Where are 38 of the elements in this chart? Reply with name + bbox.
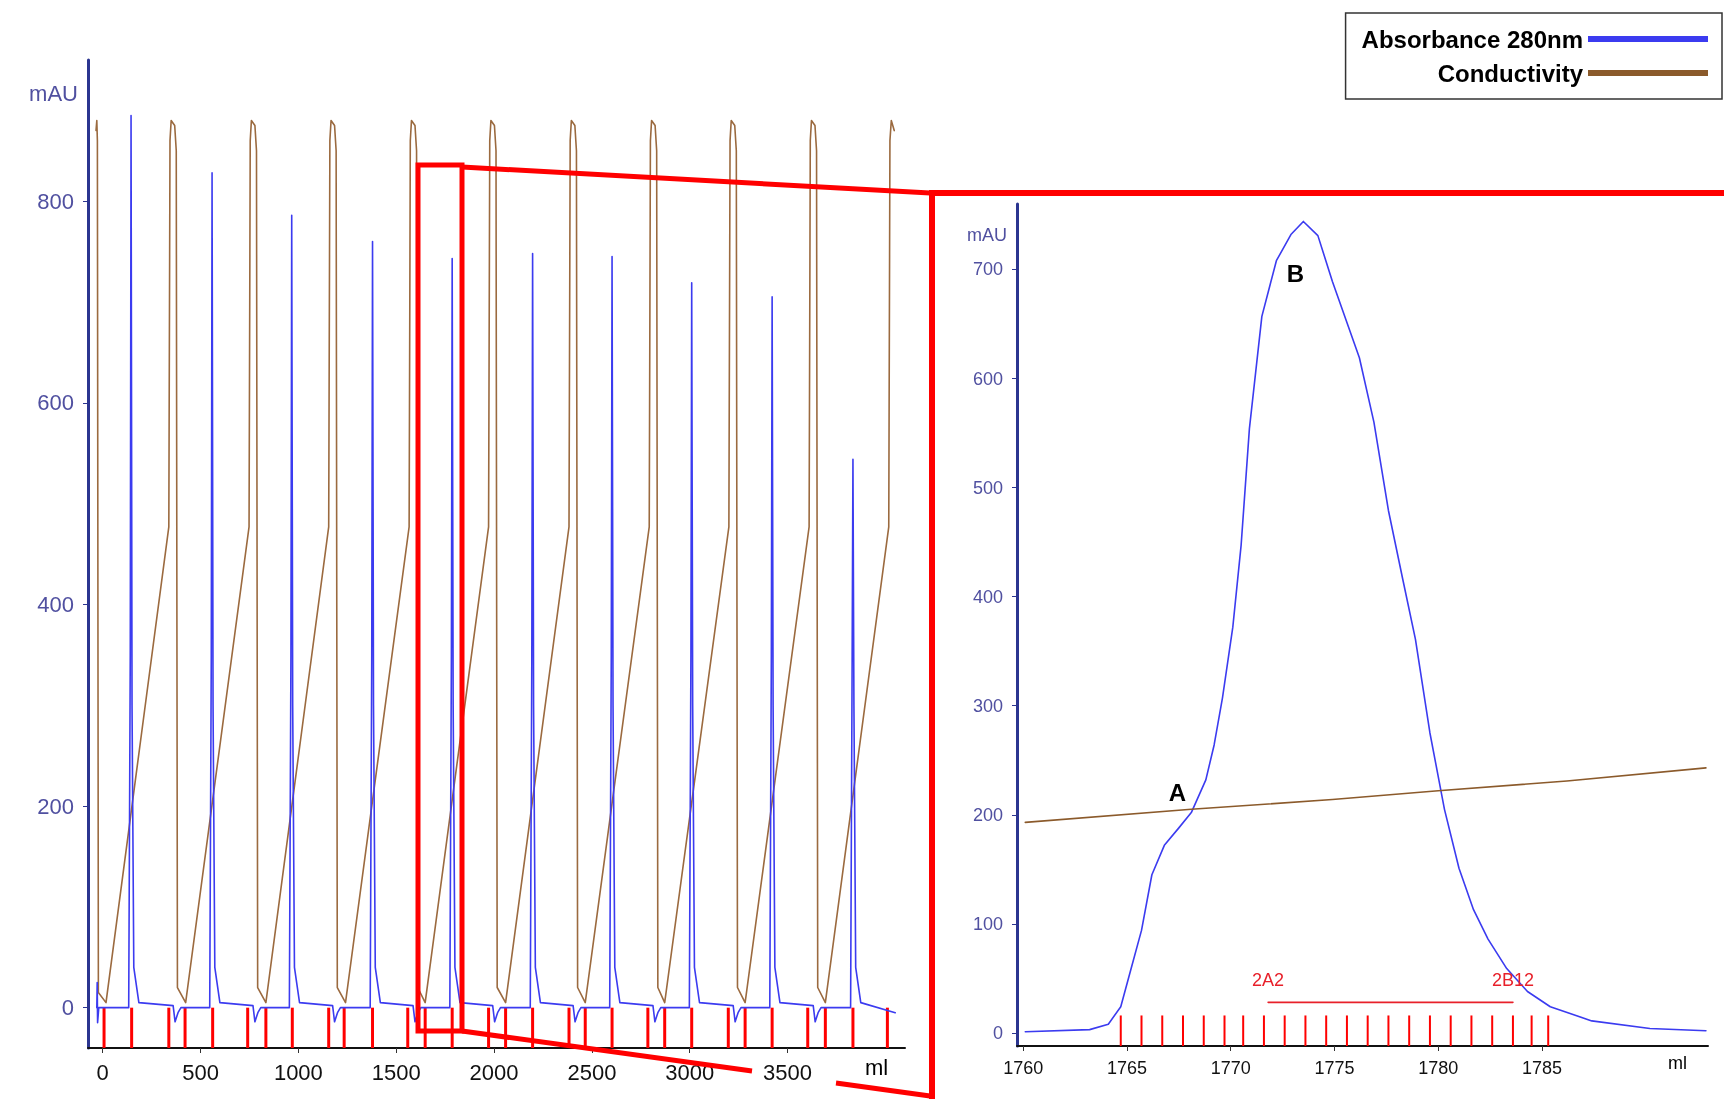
- x-tick-label: 2000: [469, 1059, 519, 1085]
- x-tick-label: 3000: [665, 1059, 715, 1085]
- x-tick-label: 1760: [1003, 1058, 1044, 1078]
- y-tick-label: 300: [972, 695, 1003, 716]
- y-axis-title: mAU: [29, 80, 78, 106]
- annotation: B: [1286, 259, 1305, 287]
- x-tick-label: 500: [182, 1059, 219, 1085]
- legend-label: Conductivity: [1437, 59, 1584, 87]
- legend-label: Absorbance 280nm: [1361, 25, 1583, 53]
- line-series: [1024, 767, 1707, 824]
- x-tick-label: 3500: [763, 1059, 813, 1085]
- x-axis-title: ml: [1668, 1053, 1687, 1073]
- y-tick-label: 200: [37, 793, 74, 819]
- y-tick-label: 400: [37, 591, 74, 617]
- x-tick-label: 1500: [371, 1059, 421, 1085]
- x-tick-label: 2500: [567, 1059, 617, 1085]
- y-tick-label: 800: [37, 188, 74, 214]
- y-axis-title: mAU: [967, 225, 1007, 245]
- x-tick-label: 1000: [273, 1059, 323, 1085]
- y-tick-label: 500: [972, 477, 1003, 498]
- y-tick-label: 700: [972, 259, 1003, 280]
- x-axis-title: ml: [865, 1054, 889, 1080]
- x-tick-label: 1770: [1210, 1058, 1251, 1078]
- x-tick-label: 1775: [1314, 1058, 1355, 1078]
- y-tick-label: 400: [972, 586, 1003, 607]
- x-tick-label: 0: [96, 1059, 109, 1085]
- y-tick-label: 600: [972, 368, 1003, 389]
- x-tick-label: 1765: [1106, 1058, 1147, 1078]
- annotation: A: [1168, 779, 1186, 807]
- x-tick-label: 1780: [1418, 1058, 1459, 1078]
- y-tick-label: 0: [61, 995, 74, 1021]
- y-tick-label: 0: [992, 1022, 1003, 1043]
- x-tick-label: 1785: [1521, 1058, 1563, 1078]
- line-series: [1024, 220, 1707, 1033]
- y-tick-label: 600: [37, 390, 74, 416]
- annotation: 2A2: [1252, 970, 1285, 991]
- y-tick-label: 100: [972, 913, 1003, 934]
- y-tick-label: 200: [972, 804, 1003, 825]
